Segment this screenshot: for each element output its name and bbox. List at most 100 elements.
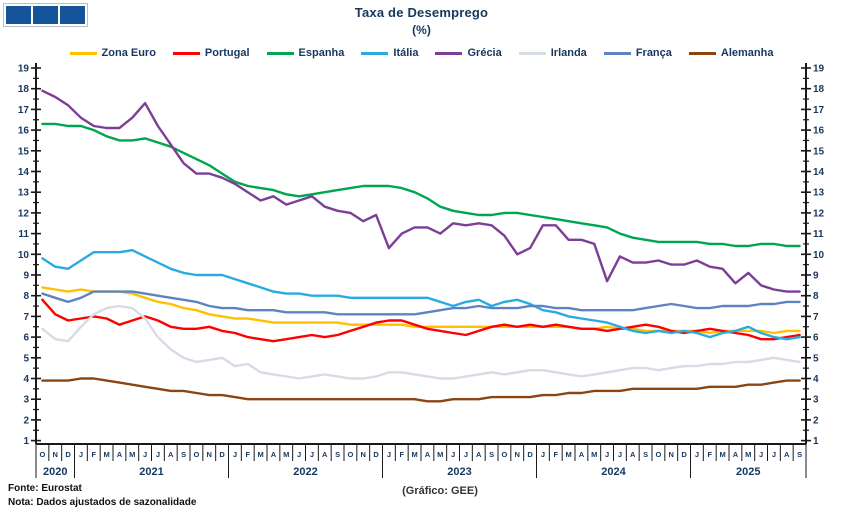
svg-text:F: F (553, 450, 558, 459)
svg-text:5: 5 (23, 353, 29, 364)
svg-text:14: 14 (813, 167, 825, 178)
legend-label-franca: França (635, 47, 672, 59)
svg-text:3: 3 (813, 395, 819, 406)
svg-text:M: M (283, 450, 289, 459)
legend-label-irlanda: Irlanda (550, 47, 587, 59)
svg-text:N: N (207, 450, 212, 459)
legend-label-zona-euro: Zona Euro (101, 47, 156, 59)
svg-text:M: M (591, 450, 597, 459)
svg-text:18: 18 (18, 84, 30, 95)
series-line-alemanha (41, 377, 801, 403)
svg-text:J: J (233, 450, 237, 459)
series-line-grecia (41, 89, 801, 293)
legend-item-grecia: Grécia (435, 47, 502, 59)
svg-text:2020: 2020 (43, 466, 67, 478)
svg-text:4: 4 (813, 374, 819, 385)
svg-text:15: 15 (18, 146, 30, 157)
svg-text:16: 16 (18, 126, 30, 137)
svg-text:A: A (117, 450, 123, 459)
svg-text:M: M (411, 450, 417, 459)
series-lines (41, 89, 801, 403)
svg-text:M: M (745, 450, 751, 459)
svg-text:12: 12 (18, 208, 30, 219)
logo-square (60, 6, 85, 24)
svg-text:F: F (399, 450, 404, 459)
svg-text:10: 10 (18, 250, 30, 261)
chart-title: Taxa de Desemprego (354, 5, 489, 20)
svg-text:12: 12 (813, 208, 825, 219)
svg-text:D: D (681, 450, 687, 459)
svg-text:D: D (219, 450, 225, 459)
series-line-irlanda (41, 304, 801, 380)
svg-text:A: A (784, 450, 790, 459)
svg-text:1: 1 (23, 436, 29, 447)
svg-text:A: A (630, 450, 636, 459)
svg-text:D: D (527, 450, 533, 459)
legend-swatch-zona-euro (69, 51, 97, 55)
svg-text:S: S (181, 450, 186, 459)
legend-item-alemanha: Alemanha (688, 47, 774, 59)
svg-text:F: F (91, 450, 96, 459)
svg-text:9: 9 (23, 271, 29, 282)
gee-logo (3, 3, 88, 27)
svg-text:18: 18 (813, 84, 825, 95)
legend-label-grecia: Grécia (467, 47, 502, 59)
svg-text:13: 13 (813, 188, 825, 199)
svg-text:O: O (655, 450, 661, 459)
svg-text:11: 11 (18, 229, 29, 240)
svg-text:13: 13 (18, 188, 30, 199)
svg-text:J: J (605, 450, 609, 459)
svg-text:9: 9 (813, 271, 819, 282)
svg-text:2: 2 (23, 415, 29, 426)
series-line-espanha (41, 122, 801, 248)
logo-square (6, 6, 31, 24)
legend-label-espanha: Espanha (298, 47, 345, 59)
svg-text:M: M (103, 450, 109, 459)
svg-text:S: S (797, 450, 802, 459)
svg-text:19: 19 (813, 64, 825, 75)
svg-text:2025: 2025 (736, 466, 760, 478)
svg-text:F: F (245, 450, 250, 459)
svg-text:4: 4 (23, 374, 29, 385)
svg-text:15: 15 (813, 146, 825, 157)
chart-credit: (Gráfico: GEE) (402, 485, 478, 497)
legend-item-portugal: Portugal (172, 47, 250, 59)
svg-text:J: J (759, 450, 763, 459)
series-line-franca (41, 290, 801, 316)
source-note: Fonte: Eurostat (8, 483, 82, 494)
svg-text:8: 8 (23, 291, 29, 302)
legend-item-italia: Itália (361, 47, 418, 59)
legend-item-irlanda: Irlanda (518, 47, 587, 59)
legend-label-alemanha: Alemanha (720, 47, 774, 59)
svg-text:16: 16 (813, 126, 825, 137)
x-axis-years: 2020 2021 2022 2023 2024 2025 (43, 466, 760, 478)
series-line-italia (41, 248, 801, 341)
svg-text:2023: 2023 (447, 466, 471, 478)
svg-text:M: M (565, 450, 571, 459)
chart-subtitle: (%) (412, 23, 431, 37)
chart-legend: Zona Euro Portugal Espanha Itália Grécia Irla… (0, 47, 843, 59)
seasonality-note: Nota: Dados ajustados de sazonalidade (8, 497, 197, 508)
svg-text:J: J (451, 450, 455, 459)
legend-swatch-alemanha (688, 51, 716, 55)
svg-text:11: 11 (813, 229, 824, 240)
svg-text:J: J (297, 450, 301, 459)
legend-swatch-irlanda (518, 51, 546, 55)
svg-text:7: 7 (813, 312, 819, 323)
svg-text:J: J (79, 450, 83, 459)
svg-text:D: D (373, 450, 379, 459)
svg-text:A: A (322, 450, 328, 459)
svg-text:J: J (156, 450, 160, 459)
svg-text:5: 5 (813, 353, 819, 364)
svg-text:10: 10 (813, 250, 825, 261)
svg-text:17: 17 (18, 105, 30, 116)
svg-text:N: N (515, 450, 520, 459)
svg-text:(Gráfico: GEE): (Gráfico: GEE) (402, 485, 478, 497)
svg-text:A: A (168, 450, 174, 459)
series-line-portugal (41, 298, 801, 343)
svg-text:17: 17 (813, 105, 825, 116)
svg-text:O: O (39, 450, 45, 459)
svg-text:J: J (310, 450, 314, 459)
svg-text:2021: 2021 (139, 466, 163, 478)
